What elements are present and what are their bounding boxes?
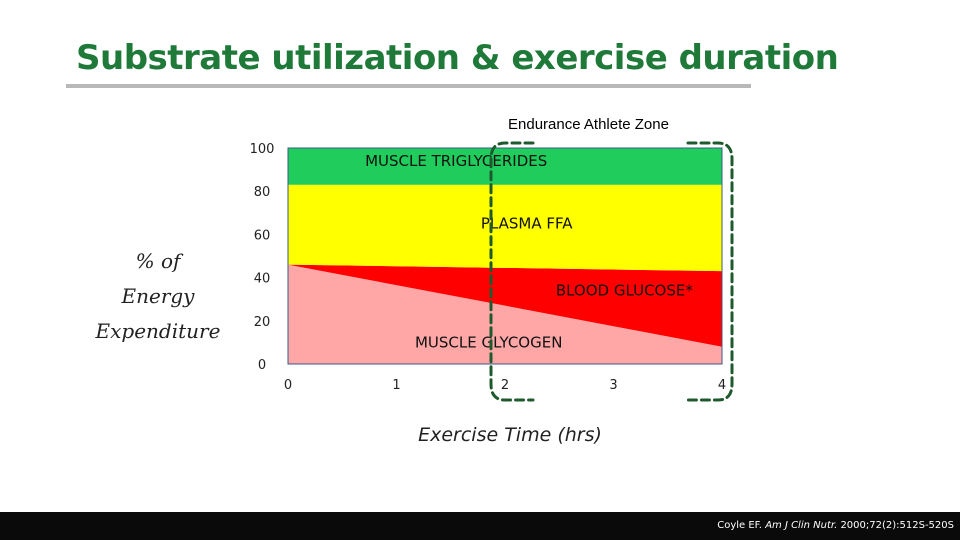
x-tick-label: 3 bbox=[609, 378, 617, 393]
citation: Coyle EF. Am J Clin Nutr. 2000;72(2):512… bbox=[717, 520, 954, 531]
y-tick-label: 0 bbox=[258, 358, 266, 373]
citation-journal: Am J Clin Nutr. bbox=[765, 520, 838, 531]
x-tick-label: 1 bbox=[392, 378, 400, 393]
plot-border bbox=[287, 147, 723, 365]
y-axis-label-line-2: Energy bbox=[121, 284, 195, 308]
y-tick-label: 60 bbox=[254, 228, 271, 243]
citation-author: Coyle EF. bbox=[717, 520, 762, 531]
label-muscle-glycogen: MUSCLE GLYCOGEN bbox=[415, 333, 562, 351]
area-plasma-ffa bbox=[288, 184, 722, 272]
y-tick-label: 100 bbox=[250, 142, 275, 157]
endurance-zone-label: Endurance Athlete Zone bbox=[508, 116, 669, 133]
y-tick-label: 20 bbox=[254, 315, 271, 330]
x-tick-label: 2 bbox=[501, 378, 509, 393]
label-blood-glucose: BLOOD GLUCOSE* bbox=[556, 282, 694, 300]
label-plasma-ffa: PLASMA FFA bbox=[481, 215, 573, 233]
y-axis-label-line-1: % of bbox=[135, 249, 181, 273]
area-muscle-glycogen bbox=[288, 264, 722, 364]
y-axis-label: % of Energy Expenditure bbox=[78, 244, 238, 349]
area-blood-glucose bbox=[288, 264, 722, 347]
x-tick-label: 4 bbox=[718, 378, 726, 393]
label-muscle-triglycerides: MUSCLE TRIGLYCERIDES bbox=[365, 152, 547, 170]
x-tick-label: 0 bbox=[284, 378, 292, 393]
footer-bar: Coyle EF. Am J Clin Nutr. 2000;72(2):512… bbox=[0, 512, 960, 540]
x-axis-label: Exercise Time (hrs) bbox=[418, 424, 602, 446]
y-tick-label: 80 bbox=[254, 185, 271, 200]
title-underline bbox=[66, 84, 751, 88]
endurance-zone-bracket bbox=[489, 141, 734, 402]
citation-details: 2000;72(2):512S-520S bbox=[840, 520, 954, 531]
slide-title: Substrate utilization & exercise duratio… bbox=[76, 38, 839, 78]
y-tick-label: 40 bbox=[254, 272, 271, 287]
y-axis-label-line-3: Expenditure bbox=[95, 319, 221, 343]
area-muscle-triglycerides bbox=[288, 148, 722, 185]
